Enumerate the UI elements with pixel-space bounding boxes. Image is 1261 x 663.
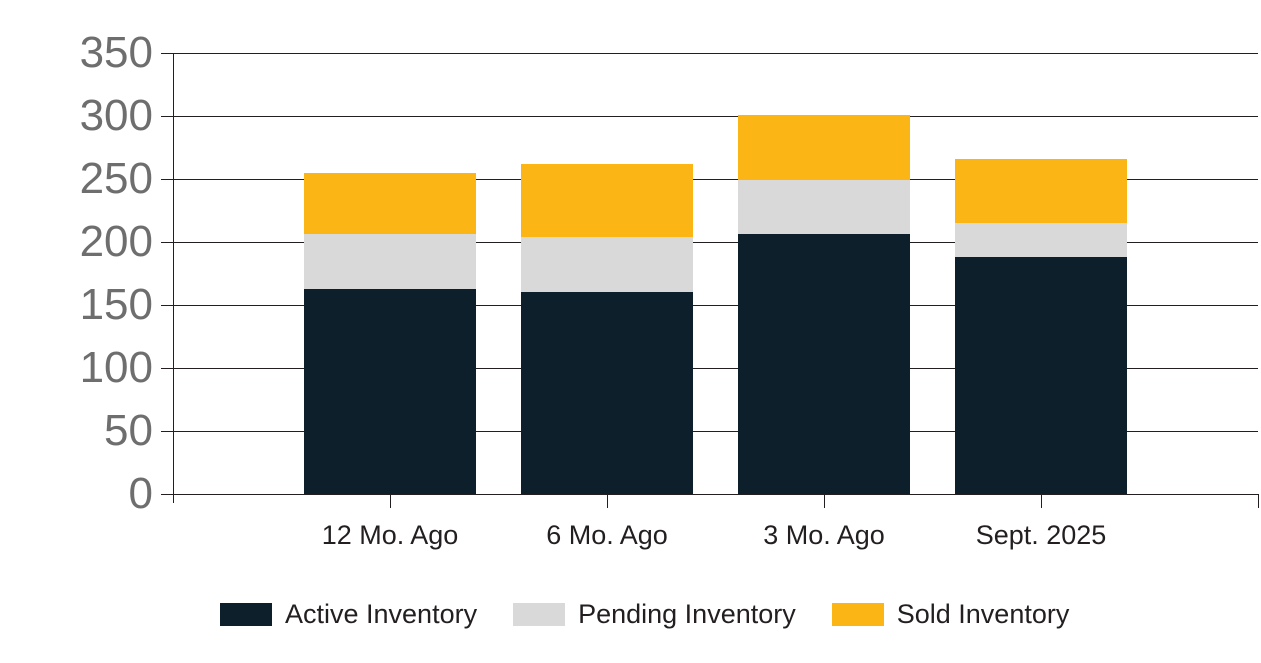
y-tick-label-300: 300 xyxy=(79,91,153,140)
x-tick-4 xyxy=(1041,494,1042,508)
legend-swatch-icon xyxy=(831,602,884,626)
bar-segment-pending-inventory-2 xyxy=(521,236,693,293)
legend-swatch-icon xyxy=(513,602,566,626)
x-tick-label-1: 12 Mo. Ago xyxy=(321,520,459,550)
bar-segment-active-inventory-3 xyxy=(738,234,910,494)
bar-segment-active-inventory-2 xyxy=(521,292,693,494)
y-tick-label-50: 50 xyxy=(104,406,153,455)
x-tick-1 xyxy=(390,494,391,508)
gridline-350 xyxy=(161,53,1258,54)
bar-segment-sold-inventory-2 xyxy=(521,163,693,237)
gridline-250 xyxy=(161,179,1258,180)
x-tick-label-4: Sept. 2025 xyxy=(975,520,1107,550)
legend-item-pending-inventory: Pending Inventory xyxy=(513,599,796,629)
y-tick-label-0: 0 xyxy=(128,469,153,518)
y-tick-label-150: 150 xyxy=(79,280,153,329)
bar-segment-pending-inventory-4 xyxy=(955,223,1127,258)
legend-label: Active Inventory xyxy=(285,599,478,629)
x-tick-label-2: 6 Mo. Ago xyxy=(546,520,668,550)
legend: Active Inventory Pending Inventory Sold In… xyxy=(220,599,1069,629)
gridline-200 xyxy=(161,242,1258,243)
y-tick-label-200: 200 xyxy=(79,217,153,266)
y-axis-line xyxy=(173,53,174,503)
bar-segment-sold-inventory-1 xyxy=(304,172,476,235)
legend-label: Sold Inventory xyxy=(896,599,1070,629)
y-tick-label-250: 250 xyxy=(79,154,153,203)
x-tick-3 xyxy=(824,494,825,508)
y-tick-label-350: 350 xyxy=(79,28,153,77)
bar-segment-active-inventory-4 xyxy=(955,257,1127,494)
bar-segment-sold-inventory-4 xyxy=(955,158,1127,224)
bar-segment-active-inventory-1 xyxy=(304,288,476,494)
bar-segment-sold-inventory-3 xyxy=(738,114,910,181)
legend-label: Pending Inventory xyxy=(578,599,796,629)
y-tick-label-100: 100 xyxy=(79,343,153,392)
x-axis-end-tick xyxy=(1258,494,1259,508)
bar-segment-pending-inventory-1 xyxy=(304,234,476,289)
gridline-50 xyxy=(161,431,1258,432)
gridline-150 xyxy=(161,305,1258,306)
legend-item-sold-inventory: Sold Inventory xyxy=(831,599,1070,629)
gridline-100 xyxy=(161,368,1258,369)
x-tick-2 xyxy=(607,494,608,508)
x-tick-label-3: 3 Mo. Ago xyxy=(763,520,885,550)
bar-segment-pending-inventory-3 xyxy=(738,180,910,235)
gridline-0 xyxy=(161,494,1258,495)
legend-swatch-icon xyxy=(220,602,272,626)
gridline-300 xyxy=(161,116,1258,117)
legend-item-active-inventory: Active Inventory xyxy=(220,599,477,629)
